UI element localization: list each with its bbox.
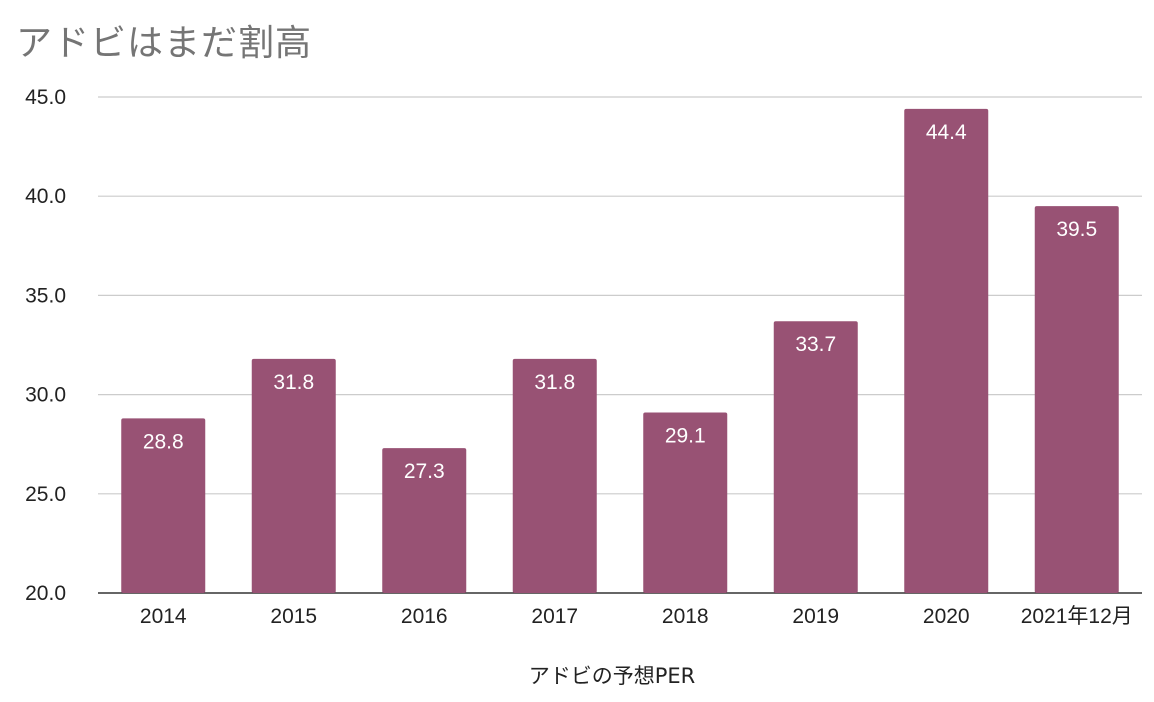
data-label: 31.8 bbox=[273, 371, 314, 394]
bar bbox=[1034, 206, 1119, 593]
x-tick-label: 2021年12月 bbox=[1021, 605, 1133, 628]
x-tick-label: 2016 bbox=[401, 605, 448, 628]
x-tick-label: 2017 bbox=[531, 605, 578, 628]
data-label: 44.4 bbox=[926, 121, 967, 144]
y-tick-label: 35.0 bbox=[25, 284, 66, 307]
x-axis: 2014 2015 2016 2017 2018 2019 2020 2021年12月 bbox=[140, 605, 1133, 628]
y-axis: 20.0 25.0 30.0 35.0 40.0 45.0 bbox=[25, 86, 66, 605]
x-tick-label: 2014 bbox=[140, 605, 187, 628]
y-tick-label: 45.0 bbox=[25, 86, 66, 109]
bar bbox=[121, 418, 206, 593]
data-labels: 28.8 31.8 27.3 31.8 29.1 33.7 44.4 39.5 bbox=[143, 121, 1097, 483]
x-tick-label: 2015 bbox=[270, 605, 317, 628]
x-axis-title: アドビの予想PER bbox=[529, 664, 696, 688]
chart-title: アドビはまだ割高 bbox=[16, 23, 313, 64]
data-label: 28.8 bbox=[143, 430, 184, 453]
bar bbox=[904, 108, 989, 594]
data-label: 27.3 bbox=[404, 460, 445, 483]
y-tick-label: 30.0 bbox=[25, 384, 66, 407]
bar bbox=[512, 358, 597, 593]
bar bbox=[773, 321, 858, 593]
x-tick-label: 2018 bbox=[662, 605, 709, 628]
data-label: 33.7 bbox=[795, 333, 836, 356]
bars bbox=[121, 108, 1119, 594]
data-label: 39.5 bbox=[1056, 218, 1097, 241]
x-tick-label: 2019 bbox=[792, 605, 839, 628]
y-tick-label: 40.0 bbox=[25, 185, 66, 208]
bar bbox=[382, 448, 467, 593]
data-label: 31.8 bbox=[534, 371, 575, 394]
bar bbox=[251, 358, 336, 593]
y-tick-label: 25.0 bbox=[25, 483, 66, 506]
y-tick-label: 20.0 bbox=[25, 582, 66, 605]
x-tick-label: 2020 bbox=[923, 605, 970, 628]
data-label: 29.1 bbox=[665, 424, 706, 447]
bar bbox=[643, 412, 728, 593]
